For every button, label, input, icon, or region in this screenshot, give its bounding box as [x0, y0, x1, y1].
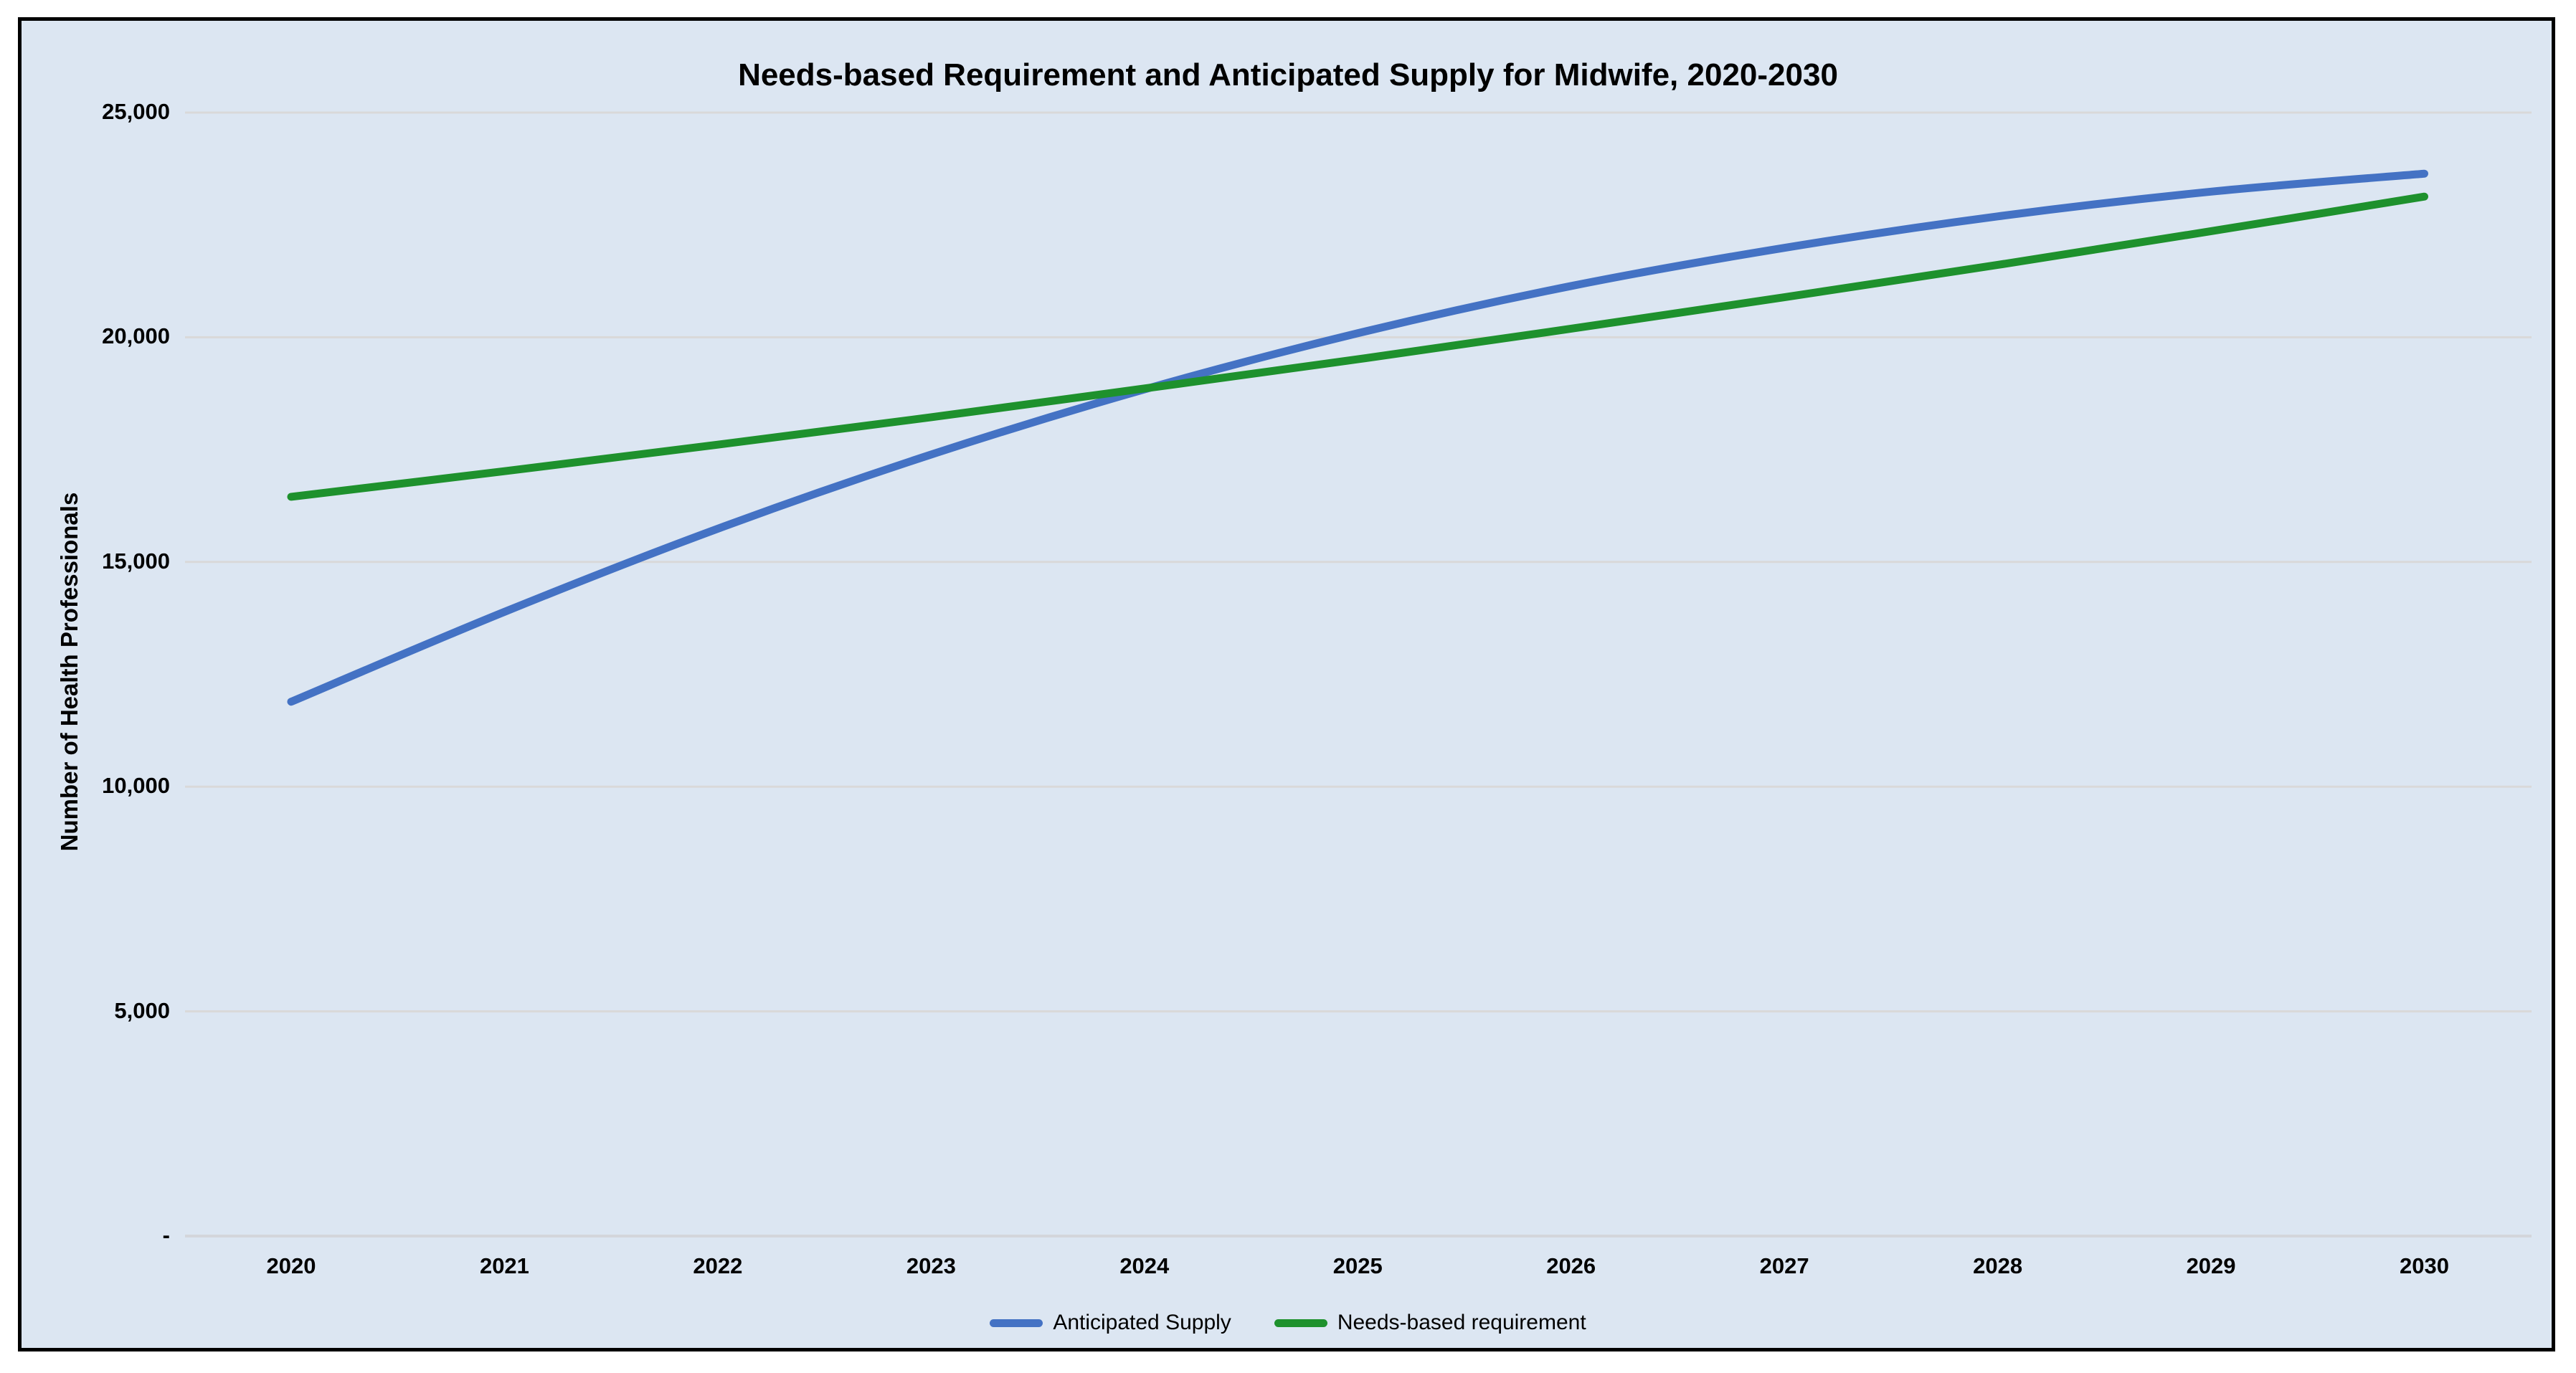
y-tick-label: 5,000: [114, 997, 170, 1023]
x-tick-label: 2030: [2400, 1253, 2449, 1278]
y-tick-label: -: [162, 1222, 170, 1248]
x-tick-label: 2021: [479, 1253, 529, 1278]
y-tick-label: 20,000: [102, 323, 170, 349]
anticipated-supply-swatch: [990, 1319, 1043, 1327]
y-tick-label: 10,000: [102, 773, 170, 799]
y-tick-label: 25,000: [102, 99, 170, 124]
x-tick-label: 2023: [906, 1253, 956, 1278]
x-tick-label: 2024: [1119, 1253, 1170, 1278]
legend: Anticipated Supply Needs-based requireme…: [0, 1311, 2576, 1335]
y-axis-title: Number of Health Professionals: [56, 492, 82, 852]
x-tick-label: 2022: [693, 1253, 743, 1278]
legend-item-anticipated-supply: Anticipated Supply: [990, 1311, 1231, 1335]
needs-based-requirement-swatch: [1274, 1319, 1327, 1327]
y-tick-label: 15,000: [102, 548, 170, 574]
x-tick-label: 2027: [1759, 1253, 1809, 1278]
legend-label: Needs-based requirement: [1337, 1311, 1586, 1334]
x-tick-label: 2026: [1546, 1253, 1596, 1278]
x-tick-label: 2029: [2186, 1253, 2236, 1278]
legend-label: Anticipated Supply: [1053, 1311, 1231, 1334]
x-tick-label: 2025: [1332, 1253, 1383, 1278]
x-tick-label: 2028: [1973, 1253, 2023, 1278]
chart-title: Needs-based Requirement and Anticipated …: [738, 57, 1838, 92]
legend-item-needs-based-requirement: Needs-based requirement: [1274, 1311, 1586, 1335]
series-line-needs-based-requirement: [287, 192, 2428, 501]
x-tick-label: 2020: [266, 1253, 316, 1278]
chart-frame: [18, 17, 2555, 1351]
series-line-anticipated-supply: [287, 169, 2428, 706]
